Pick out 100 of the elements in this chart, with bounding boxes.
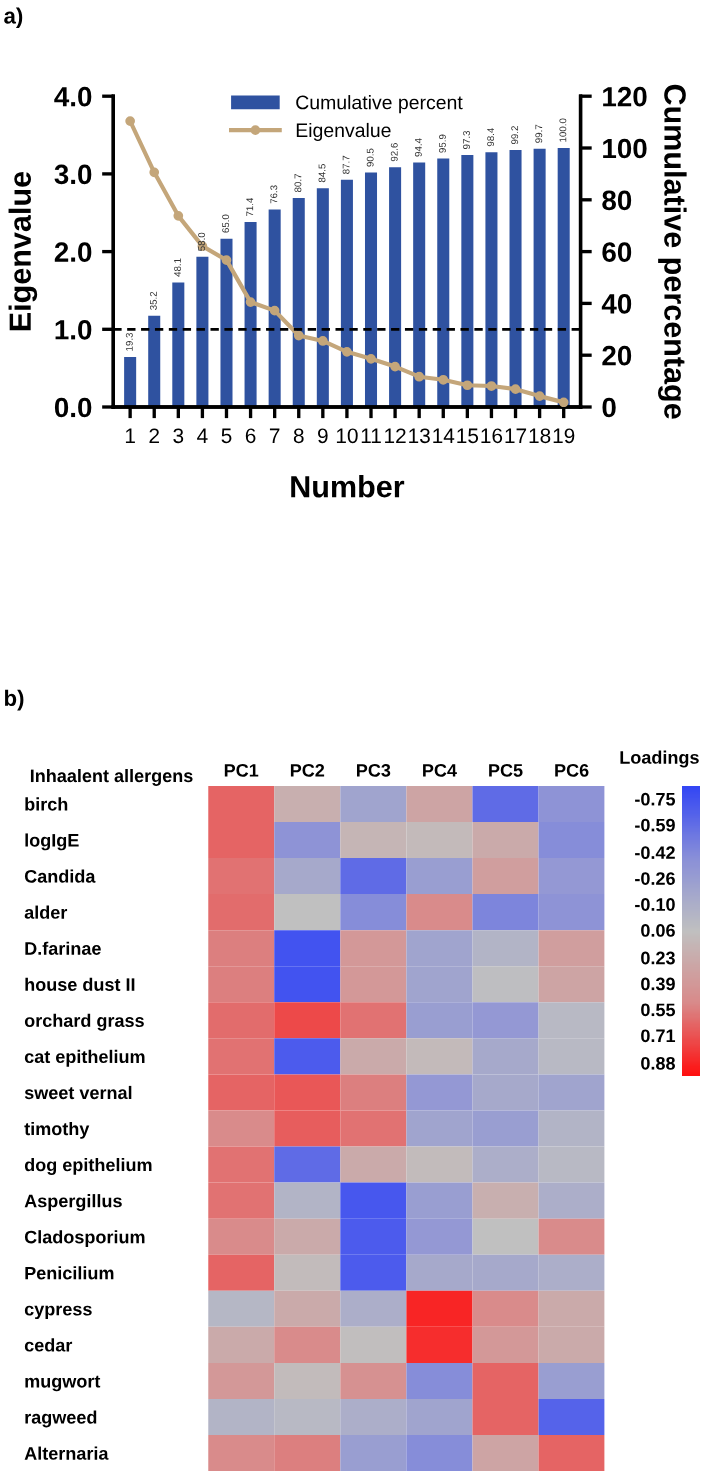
color-bar-label: 0.88 — [641, 1056, 675, 1070]
text: b) — [5, 689, 24, 711]
x-tick-label: 13 — [409, 428, 430, 444]
y-tick-label: birch — [25, 797, 68, 811]
y-tick-label: dog epithelium — [24, 1158, 152, 1175]
y-tick-label: D.farinae — [25, 941, 101, 955]
point — [293, 330, 304, 341]
point — [558, 397, 569, 407]
x-tick-label: PC6 — [555, 763, 589, 777]
y-tick-label: Candida — [24, 869, 96, 883]
y2-tick-label: 80 — [602, 190, 632, 211]
bar — [124, 357, 137, 407]
bar — [292, 197, 305, 407]
y-tick-label: orchard grass — [24, 1013, 144, 1031]
x-tick-label: 15 — [457, 428, 479, 444]
x-tick-label: 6 — [245, 428, 256, 444]
y-tick-label: Alternaria — [24, 1446, 109, 1460]
legend-label: Cumulative percent — [296, 95, 463, 114]
x-tick-label: 3 — [173, 428, 184, 444]
bar — [557, 148, 570, 407]
x-tick-label: PC1 — [224, 763, 259, 777]
x-tick-label: 18 — [529, 428, 551, 444]
x-tick-label: 5 — [221, 428, 232, 444]
point — [149, 167, 160, 178]
bar — [509, 150, 522, 407]
x-tick-label: 10 — [336, 428, 358, 444]
bar — [220, 238, 233, 407]
bar — [172, 282, 185, 407]
color-bar-label: -0.10 — [635, 898, 675, 911]
point — [414, 371, 425, 382]
y-tick-label: 2.0 — [54, 242, 92, 262]
x-tick-label: 19 — [553, 428, 575, 444]
point — [173, 211, 184, 221]
bar — [316, 188, 329, 407]
x-tick-label: PC2 — [290, 763, 325, 777]
bar — [485, 152, 498, 407]
y2-tick-label: 40 — [601, 294, 632, 314]
x-tick-label: 11 — [361, 428, 381, 443]
y-tick-label: cypress — [24, 1305, 92, 1320]
y2-tick-label: 60 — [602, 242, 632, 262]
color-bar-label: -0.26 — [635, 872, 675, 885]
y-tick-label: 4.0 — [54, 86, 92, 107]
text: a) — [4, 7, 23, 29]
bar — [196, 256, 209, 407]
color-bar-label: 0.55 — [641, 1003, 676, 1017]
bar — [533, 148, 546, 407]
x-axis-title: Number — [291, 475, 405, 498]
y-tick-label: sweet vernal — [24, 1085, 132, 1100]
x-tick-label: 16 — [481, 428, 503, 444]
y-tick-label: Penicilium — [25, 1266, 114, 1280]
color-bar-label: 0.23 — [641, 951, 675, 965]
bar — [244, 222, 257, 407]
y-tick-label: alder — [24, 905, 68, 919]
x-tick-label: 8 — [293, 428, 304, 444]
color-bar-label: 0.06 — [641, 924, 675, 937]
point — [486, 381, 497, 391]
point — [438, 374, 449, 385]
bar — [340, 179, 353, 407]
x-tick-label: 4 — [197, 428, 208, 443]
legend-label: Eigenvalue — [296, 122, 391, 142]
bar — [148, 315, 161, 407]
x-tick-label: PC5 — [489, 763, 523, 777]
color-bar-label: 0.71 — [641, 1029, 676, 1043]
x-tick-label: 17 — [505, 428, 527, 443]
point — [534, 391, 545, 401]
bar — [268, 209, 281, 407]
x-tick-label: 1 — [125, 428, 135, 443]
x-tick-label: 14 — [433, 428, 455, 443]
y2-tick-label: 120 — [603, 86, 647, 107]
y-tick-label: 1.0 — [55, 319, 92, 340]
point — [462, 380, 473, 391]
color-bar-label: -0.42 — [635, 846, 675, 860]
bar — [437, 158, 450, 407]
y-tick-label: 0.0 — [54, 397, 92, 418]
y-tick-label: ragweed — [25, 1410, 97, 1428]
point — [317, 336, 328, 346]
point — [390, 361, 400, 372]
point — [269, 305, 280, 316]
x-tick-label: 12 — [385, 428, 406, 443]
y-tick-label: house dust II — [25, 977, 135, 991]
y2-tick-label: 20 — [602, 345, 632, 366]
color-bar-label: -0.75 — [635, 792, 676, 806]
bar — [413, 162, 426, 407]
point — [245, 297, 256, 307]
x-tick-label: 7 — [269, 428, 280, 443]
y-tick-label: Cladosporium — [24, 1230, 145, 1247]
point — [125, 116, 135, 126]
point — [221, 255, 232, 266]
bar — [461, 154, 474, 407]
y-axis-title: Eigenvalue — [8, 171, 38, 331]
y2-tick-label: 0 — [602, 397, 616, 418]
point — [366, 353, 376, 364]
x-tick-label: 9 — [318, 428, 328, 444]
y-tick-label: logIgE — [25, 833, 79, 851]
color-bar-label: 0.39 — [641, 977, 675, 991]
y-tick-label: cedar — [24, 1338, 73, 1352]
y-tick-label: cat epithelium — [24, 1049, 145, 1067]
color-bar-label: -0.59 — [635, 818, 675, 832]
y-tick-label: mugwort — [25, 1375, 101, 1392]
y-tick-label: 3.0 — [54, 164, 92, 185]
